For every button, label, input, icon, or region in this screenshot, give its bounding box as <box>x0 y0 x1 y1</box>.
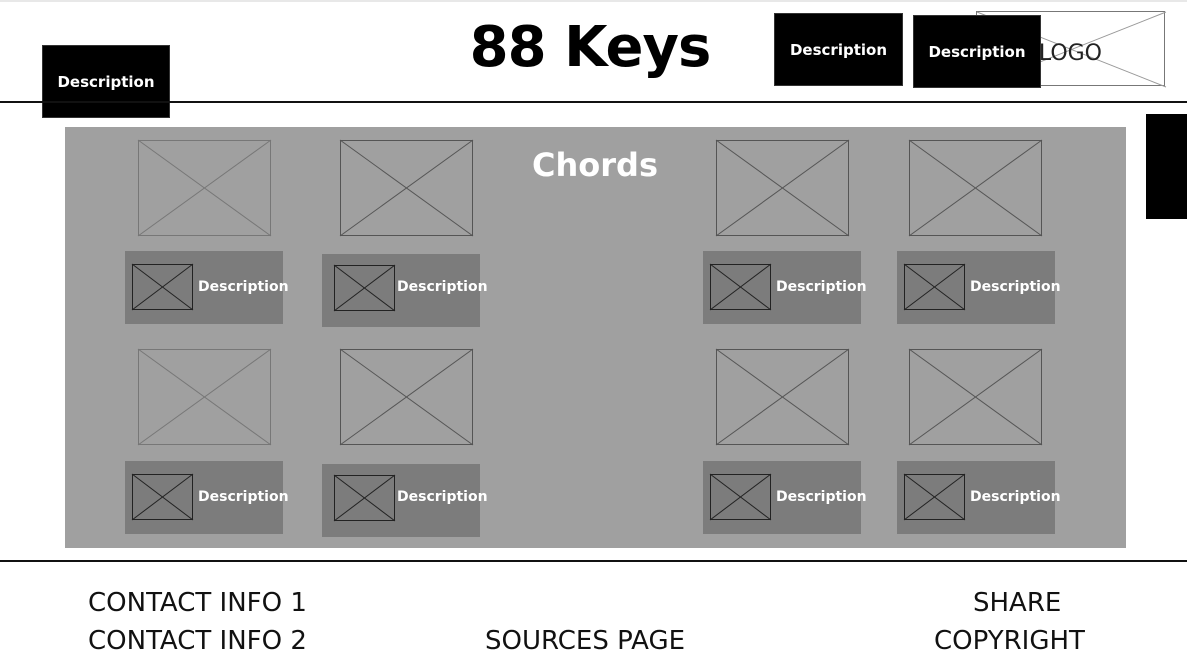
section-title: Chords <box>532 146 658 184</box>
contact-info-1[interactable]: CONTACT INFO 1 <box>88 588 307 618</box>
header-description-button-2[interactable]: Description <box>913 15 1041 88</box>
chord-description-card[interactable]: Description <box>322 464 488 537</box>
chord-image-placeholder-icon <box>908 139 1043 237</box>
card-label: Description <box>776 279 867 295</box>
header-description-button-1[interactable]: Description <box>774 13 903 86</box>
chord-image-placeholder-icon <box>715 348 850 446</box>
chord-image-placeholder-icon <box>908 348 1043 446</box>
chord-description-card[interactable]: Description <box>125 251 289 324</box>
chord-image-placeholder-icon <box>715 139 850 237</box>
button-label: Description <box>928 42 1026 61</box>
chord-image-placeholder-icon <box>339 139 474 237</box>
chord-image-placeholder-icon <box>137 348 272 446</box>
top-border <box>0 0 1187 2</box>
thumbnail-placeholder-icon <box>903 473 966 521</box>
card-label: Description <box>397 279 488 295</box>
card-label: Description <box>397 489 488 505</box>
thumbnail-placeholder-icon <box>709 473 772 521</box>
thumbnail-placeholder-icon <box>903 263 966 311</box>
card-label: Description <box>970 279 1061 295</box>
site-title: 88 Keys <box>469 15 712 80</box>
card-label: Description <box>198 279 289 295</box>
thumbnail-placeholder-icon <box>333 264 396 312</box>
logo-text: LOGO <box>1038 41 1102 66</box>
chord-image-placeholder-icon <box>339 348 474 446</box>
thumbnail-placeholder-icon <box>131 263 194 311</box>
card-label: Description <box>198 489 289 505</box>
footer-divider <box>0 560 1187 562</box>
thumbnail-placeholder-icon <box>333 474 396 522</box>
chord-description-card[interactable]: Description <box>125 461 289 534</box>
chord-description-card[interactable]: Description <box>322 254 488 327</box>
side-tab[interactable] <box>1146 114 1187 219</box>
button-label: Description <box>789 40 888 59</box>
card-label: Description <box>776 489 867 505</box>
thumbnail-placeholder-icon <box>131 473 194 521</box>
chord-description-card[interactable]: Description <box>703 251 867 324</box>
header-divider <box>0 101 1187 103</box>
card-label: Description <box>970 489 1061 505</box>
copyright: COPYRIGHT <box>934 626 1085 656</box>
button-label: Description <box>57 72 155 91</box>
chord-description-card[interactable]: Description <box>897 251 1061 324</box>
chord-image-placeholder-icon <box>137 139 272 237</box>
contact-info-2[interactable]: CONTACT INFO 2 <box>88 626 307 656</box>
thumbnail-placeholder-icon <box>709 263 772 311</box>
chord-description-card[interactable]: Description <box>897 461 1061 534</box>
header-description-button-left[interactable]: Description <box>42 45 170 118</box>
sources-page-link[interactable]: SOURCES PAGE <box>485 626 686 656</box>
chord-description-card[interactable]: Description <box>703 461 867 534</box>
share-link[interactable]: SHARE <box>973 588 1062 618</box>
